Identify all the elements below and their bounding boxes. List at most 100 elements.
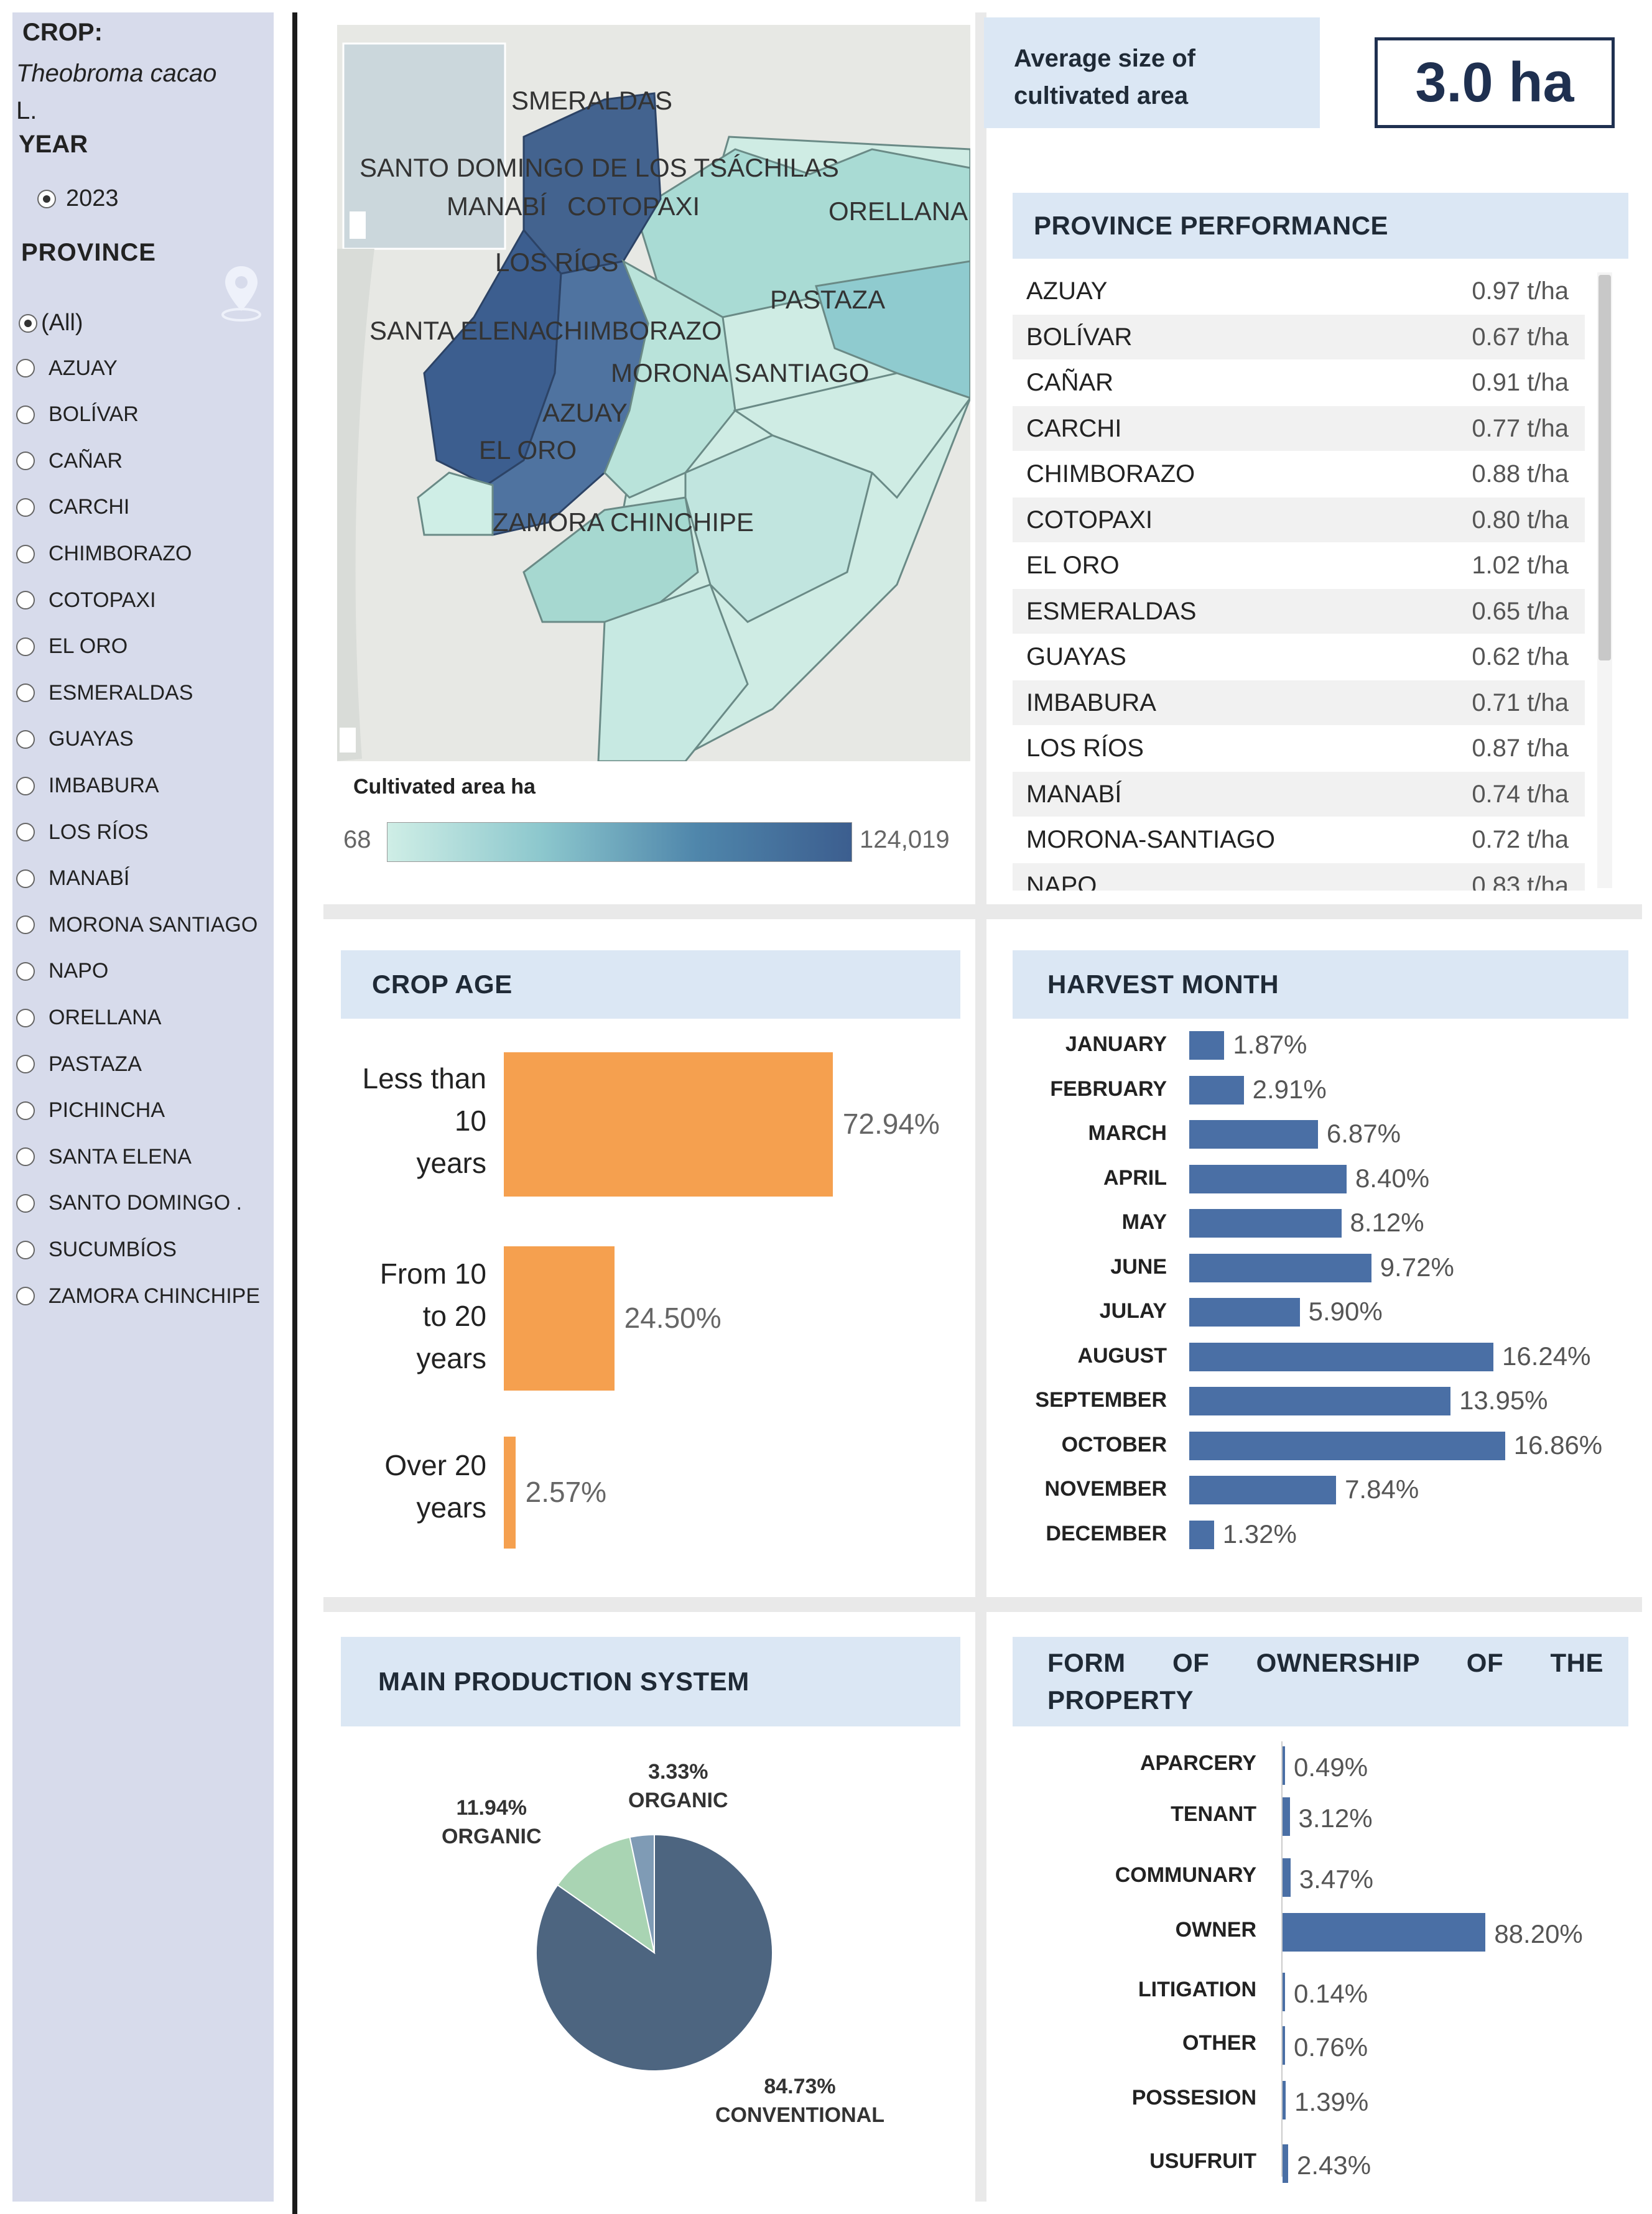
performance-province: GUAYAS [1026, 643, 1126, 670]
province-option[interactable]: SUCUMBÍOS [16, 1238, 177, 1262]
province-radio[interactable] [19, 313, 37, 333]
province-radio[interactable] [16, 1101, 35, 1120]
harvest-month-bar[interactable] [1189, 1387, 1451, 1415]
province-radio[interactable] [16, 544, 35, 563]
ownership-bar[interactable] [1283, 1797, 1290, 1836]
ownership-bar[interactable] [1283, 2144, 1288, 2183]
province-option[interactable]: ESMERALDAS [16, 681, 193, 705]
province-radio[interactable] [16, 683, 35, 703]
year-radio[interactable] [37, 189, 56, 208]
province-option[interactable]: PICHINCHA [16, 1098, 165, 1123]
harvest-month-bar[interactable] [1189, 1075, 1244, 1105]
province-radio[interactable] [16, 498, 35, 517]
performance-row[interactable]: COTOPAXI 0.80 t/ha [1013, 497, 1585, 542]
province-option[interactable]: (All) [19, 310, 83, 336]
province-radio[interactable] [16, 1240, 35, 1259]
province-radio[interactable] [16, 591, 35, 610]
harvest-month-bar[interactable] [1189, 1253, 1371, 1282]
legend-min: 68 [343, 826, 371, 853]
average-label-line1: Average size of [1014, 45, 1195, 72]
pie-slice-organic[interactable] [557, 1836, 656, 1955]
performance-row[interactable]: EL ORO 1.02 t/ha [1013, 543, 1585, 588]
province-option[interactable]: AZUAY [16, 356, 118, 381]
province-radio[interactable] [16, 961, 35, 981]
province-radio[interactable] [16, 1287, 35, 1306]
province-option[interactable]: EL ORO [16, 634, 128, 659]
province-radio[interactable] [16, 730, 35, 749]
harvest-month-bar[interactable] [1189, 1431, 1505, 1460]
ownership-bar[interactable] [1283, 1913, 1486, 1952]
performance-scrollbar-thumb[interactable] [1599, 275, 1611, 660]
ownership-category: COMMUNARY [1115, 1863, 1256, 1887]
crop-age-bar[interactable] [504, 1437, 516, 1549]
province-radio[interactable] [16, 637, 35, 656]
performance-value: 0.72 t/ha [1472, 826, 1569, 853]
province-radio[interactable] [16, 1055, 35, 1074]
harvest-month-bar[interactable] [1189, 1342, 1494, 1371]
harvest-month-bar[interactable] [1189, 1298, 1300, 1327]
province-option[interactable]: BOLÍVAR [16, 402, 139, 427]
harvest-month-bar[interactable] [1189, 1164, 1347, 1193]
performance-row[interactable]: CARCHI 0.77 t/ha [1013, 405, 1585, 451]
performance-row[interactable]: AZUAY 0.97 t/ha [1013, 269, 1585, 313]
harvest-month-value-label: 2.91% [1252, 1074, 1327, 1104]
performance-row[interactable]: LOS RÍOS 0.87 t/ha [1013, 726, 1585, 771]
year-option[interactable]: 2023 [37, 185, 119, 212]
ownership-bar[interactable] [1283, 1746, 1285, 1785]
ownership-category: APARCERY [1139, 1751, 1256, 1775]
province-option[interactable]: PASTAZA [16, 1052, 142, 1077]
province-radio[interactable] [16, 915, 35, 935]
crop-age-bar[interactable] [504, 1052, 833, 1197]
ownership-bar[interactable] [1283, 2026, 1285, 2065]
province-radio[interactable] [16, 869, 35, 888]
harvest-month-bar[interactable] [1189, 1520, 1214, 1549]
performance-row[interactable]: BOLÍVAR 0.67 t/ha [1013, 314, 1585, 359]
province-option[interactable]: IMBABURA [16, 774, 159, 798]
province-radio[interactable] [16, 1008, 35, 1027]
province-option[interactable]: CARCHI [16, 495, 129, 519]
crop-age-bar[interactable] [504, 1246, 615, 1391]
province-performance-table[interactable]: AZUAY 0.97 t/ha BOLÍVAR 0.67 t/ha CAÑAR 0.91 … [1013, 269, 1585, 891]
province-option[interactable]: COTOPAXI [16, 588, 156, 613]
performance-row[interactable]: ESMERALDAS 0.65 t/ha [1013, 588, 1585, 634]
province-option[interactable]: CHIMBORAZO [16, 542, 192, 566]
province-option[interactable]: NAPO [16, 959, 108, 983]
performance-row[interactable]: IMBABURA 0.71 t/ha [1013, 680, 1585, 725]
province-option[interactable]: SANTA ELENA [16, 1145, 192, 1169]
performance-row[interactable]: NAPO 0.83 t/ha [1013, 863, 1585, 891]
harvest-month-category: MARCH [1088, 1121, 1167, 1145]
pie-slice-conventional[interactable] [536, 1833, 773, 2072]
province-radio[interactable] [16, 359, 35, 378]
province-option[interactable]: ORELLANA [16, 1006, 161, 1030]
province-radio[interactable] [16, 1193, 35, 1213]
pie-slice-percent: 11.94% [456, 1796, 527, 1820]
ownership-bar[interactable] [1283, 1858, 1291, 1897]
province-option[interactable]: SANTO DOMINGO . [16, 1191, 242, 1215]
province-radio[interactable] [16, 405, 35, 424]
province-option[interactable]: LOS RÍOS [16, 820, 149, 845]
performance-row[interactable]: CHIMBORAZO 0.88 t/ha [1013, 452, 1585, 496]
ownership-bar[interactable] [1283, 2081, 1286, 2119]
performance-row[interactable]: MANABÍ 0.74 t/ha [1013, 771, 1585, 817]
harvest-month-bar[interactable] [1189, 1476, 1337, 1504]
performance-row[interactable]: MORONA-SANTIAGO 0.72 t/ha [1013, 817, 1585, 862]
province-option[interactable]: GUAYAS [16, 727, 134, 751]
harvest-month-bar[interactable] [1189, 1031, 1225, 1060]
province-radio[interactable] [16, 823, 35, 842]
province-radio[interactable] [16, 452, 35, 471]
ownership-category: POSSESION [1131, 2086, 1256, 2110]
performance-row[interactable]: CAÑAR 0.91 t/ha [1013, 360, 1585, 405]
ownership-bar[interactable] [1283, 1973, 1285, 2011]
harvest-month-bar[interactable] [1189, 1120, 1318, 1149]
province-option[interactable]: MORONA SANTIAGO [16, 913, 258, 937]
performance-row[interactable]: GUAYAS 0.62 t/ha [1013, 634, 1585, 679]
province-option[interactable]: CAÑAR [16, 449, 123, 473]
province-radio[interactable] [16, 1147, 35, 1167]
performance-province: CAÑAR [1026, 369, 1114, 396]
pie-slice-organic[interactable] [629, 1833, 655, 1953]
harvest-month-bar[interactable] [1189, 1209, 1342, 1238]
province-option[interactable]: MANABÍ [16, 866, 129, 891]
province-radio[interactable] [16, 776, 35, 795]
province-map[interactable]: SMERALDAS SANTO DOMINGO DE LOS TSÁCHILAS M… [337, 25, 970, 761]
province-option[interactable]: ZAMORA CHINCHIPE [16, 1284, 260, 1308]
